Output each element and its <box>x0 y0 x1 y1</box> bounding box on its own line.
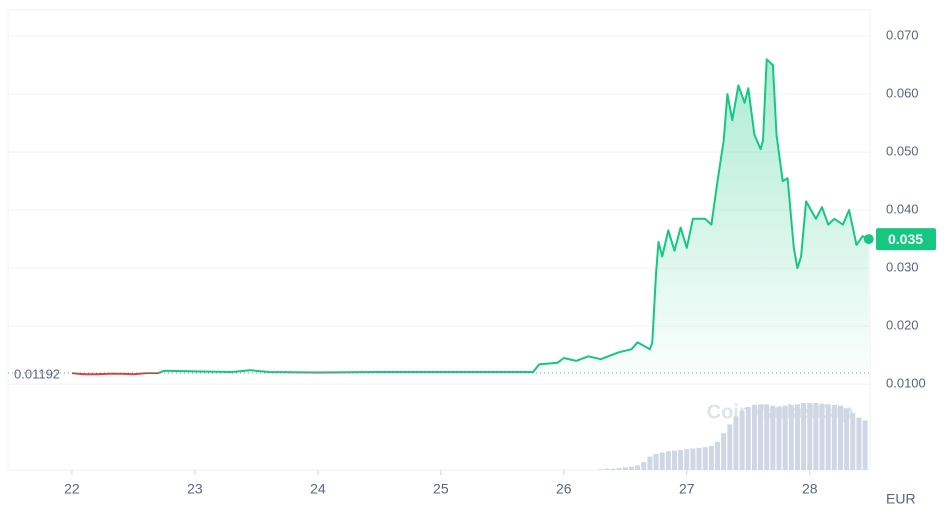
volume-bar <box>665 451 671 470</box>
volume-bar <box>684 449 690 470</box>
y-tick-label: 0.0100 <box>886 376 926 391</box>
volume-bar <box>739 411 745 470</box>
volume-bar <box>782 405 788 470</box>
y-tick-label: 0.030 <box>886 260 919 275</box>
volume-bar <box>616 467 622 470</box>
volume-bar <box>733 416 739 470</box>
x-tick-label: 26 <box>556 481 572 497</box>
volume-bar <box>862 420 868 470</box>
volume-bar <box>764 404 770 470</box>
current-badge <box>876 228 936 251</box>
volume-bar <box>659 452 665 470</box>
last-point <box>863 234 874 245</box>
volume-bar <box>794 404 800 470</box>
reference-label: 0.01192 <box>14 366 60 381</box>
volume-bar <box>776 406 782 470</box>
y-tick-label: 0.070 <box>886 28 919 43</box>
x-tick-label: 27 <box>679 481 695 497</box>
x-tick-label: 22 <box>64 481 80 497</box>
volume-bar <box>653 453 659 470</box>
x-tick-label: 28 <box>802 481 818 497</box>
volume-bar <box>671 450 677 470</box>
volume-bar <box>807 403 813 470</box>
volume-bar <box>758 404 764 470</box>
y-tick-label: 0.020 <box>886 318 919 333</box>
price-line <box>71 58 870 374</box>
volume-bar <box>745 407 751 470</box>
y-tick-label: 0.050 <box>886 144 919 159</box>
volume-bar <box>721 433 727 470</box>
volume-bar <box>604 468 610 470</box>
volume-bar <box>715 441 721 470</box>
volume-bar <box>696 447 702 470</box>
volume-bar <box>788 405 794 470</box>
volume-bar <box>751 405 757 470</box>
y-tick-label: 0.060 <box>886 86 919 101</box>
volume-bar <box>770 405 776 470</box>
volume-bar <box>850 413 856 470</box>
volume-bar <box>708 445 714 470</box>
volume-bar <box>702 447 708 470</box>
currency-label: EUR <box>886 491 916 507</box>
volume-bar <box>856 417 862 470</box>
volume-bar <box>678 449 684 470</box>
current-label: 0.035 <box>888 231 923 247</box>
x-tick-label: 24 <box>310 481 326 497</box>
volume-bar <box>647 456 653 470</box>
volume-bar <box>610 468 616 470</box>
volume-bar <box>825 404 831 470</box>
x-tick-label: 23 <box>187 481 203 497</box>
volume-bar <box>598 469 604 470</box>
volume-bar <box>622 467 628 470</box>
y-tick-label: 0.040 <box>886 202 919 217</box>
x-tick-label: 25 <box>433 481 449 497</box>
volume-bar <box>727 424 733 470</box>
volume-bar <box>628 466 634 470</box>
volume-bar <box>635 465 641 470</box>
volume-bar <box>819 403 825 470</box>
volume-bar <box>837 405 843 470</box>
volume-bar <box>641 461 647 470</box>
volume-bar <box>813 403 819 470</box>
volume-bar <box>844 408 850 470</box>
volume-bar <box>690 448 696 470</box>
volume-bar <box>801 403 807 470</box>
price-area <box>71 59 869 374</box>
volume-bar <box>831 405 837 470</box>
